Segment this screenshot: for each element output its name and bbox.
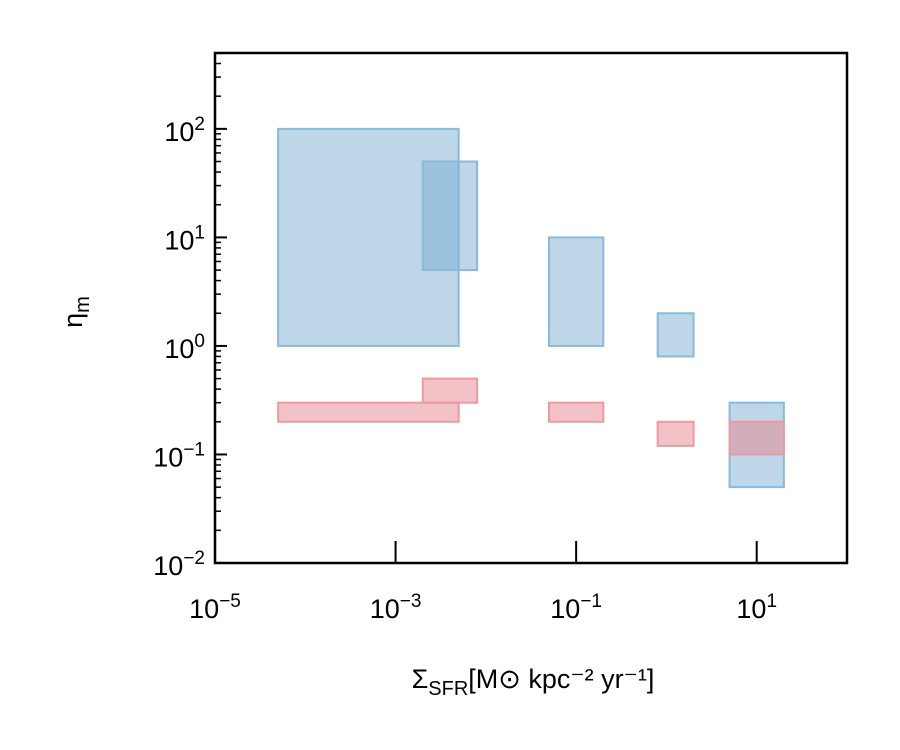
range-box-series-1-3: [547, 236, 605, 347]
y-tick-label: 10−2: [153, 548, 205, 581]
boxes-layer: [277, 127, 785, 489]
x-tick-label: 10−1: [550, 591, 602, 624]
y-axis-title-sub: m: [72, 296, 94, 313]
range-box-series-1-2: [421, 160, 479, 272]
y-tick-label: 102: [164, 114, 205, 147]
y-tick-label: 10−1: [153, 439, 205, 472]
range-box-series-2-3: [547, 401, 605, 423]
range-box-series-2-2: [421, 377, 479, 404]
range-box-series-1-4: [656, 312, 695, 358]
x-tick-label: 10−5: [189, 591, 241, 624]
x-tick-label: 101: [736, 591, 777, 624]
x-axis-title-rest: [M⊙ kpc⁻² yr⁻¹]: [468, 664, 654, 694]
x-axis-title-sub: SFR: [428, 678, 468, 700]
x-tick-label: 10−3: [370, 591, 422, 624]
range-box-series-2-5: [728, 420, 785, 456]
y-tick-label: 100: [164, 331, 205, 364]
y-axis-title: ηm: [58, 296, 94, 328]
range-box-series-2-4: [656, 420, 695, 447]
x-axis-title-base: Σ: [412, 664, 429, 694]
x-axis-title: ΣSFR[M⊙ kpc⁻² yr⁻¹]: [412, 664, 655, 700]
y-tick-label: 101: [164, 222, 205, 255]
y-axis-title-base: η: [58, 313, 88, 328]
range-box-series-2-1: [277, 401, 460, 423]
tick-labels-layer: 10−5 10−3 10−1 101 10−2 10−1 100 101 102: [153, 114, 777, 624]
plot-frame: [213, 51, 849, 565]
